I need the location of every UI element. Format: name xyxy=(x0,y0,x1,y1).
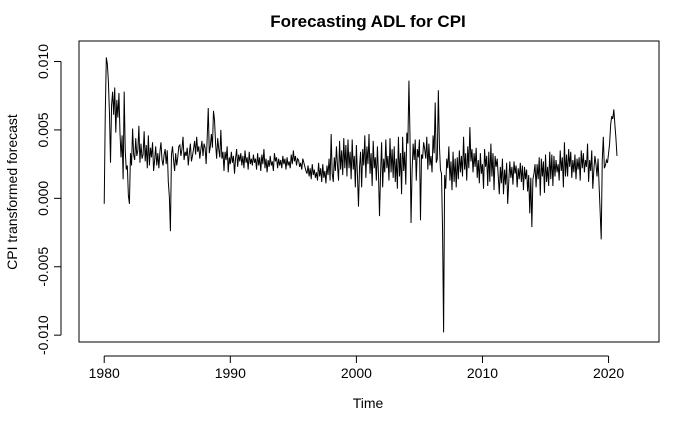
forecast-series-line xyxy=(103,57,618,333)
x-tick-label: 2000 xyxy=(341,365,372,381)
x-tick-label: 2020 xyxy=(593,365,624,381)
x-tick-label: 2010 xyxy=(467,365,498,381)
chart-title: Forecasting ADL for CPI xyxy=(270,12,466,31)
y-axis: -0.010 -0.005 0.000 0.005 0.010 xyxy=(35,44,62,355)
x-axis: 1980 1990 2000 2010 2020 xyxy=(89,355,624,381)
x-tick-label: 1990 xyxy=(215,365,246,381)
y-tick-label: 0.000 xyxy=(35,181,51,216)
y-tick-label: -0.005 xyxy=(35,247,51,287)
x-axis-title: Time xyxy=(353,395,384,411)
x-tick-label: 1980 xyxy=(89,365,120,381)
y-tick-label: 0.010 xyxy=(35,44,51,79)
y-axis-title: CPI transformed forecast xyxy=(4,114,20,270)
plot-area-frame xyxy=(78,40,660,343)
y-tick-label: 0.005 xyxy=(35,112,51,147)
y-tick-label: -0.010 xyxy=(35,315,51,355)
